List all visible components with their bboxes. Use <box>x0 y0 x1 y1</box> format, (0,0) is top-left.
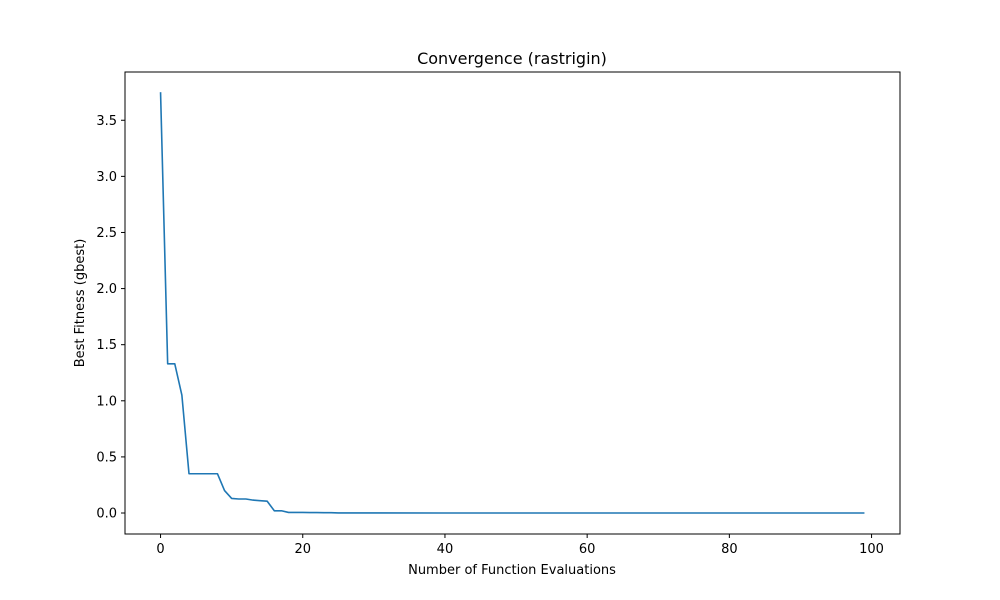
plot-area <box>159 92 865 514</box>
x-tick-label: 0 <box>156 542 164 557</box>
chart-title: Convergence (rastrigin) <box>417 49 607 68</box>
x-tick-label: 60 <box>579 542 596 557</box>
y-axis-label: Best Fitness (gbest) <box>73 239 88 368</box>
axes-frame <box>124 71 901 535</box>
x-axis-label: Number of Function Evaluations <box>408 563 616 578</box>
x-tick-label: 40 <box>437 542 454 557</box>
x-tick-label: 100 <box>859 542 884 557</box>
series-line <box>159 92 865 514</box>
y-tick-label: 3.0 <box>96 170 117 185</box>
y-axis-ticks: 0.0 0.5 1.0 1.5 2.0 2.5 3.0 3.5 <box>96 114 125 522</box>
y-tick-label: 1.5 <box>96 338 117 353</box>
y-tick-label: 1.0 <box>96 394 117 409</box>
y-tick-label: 0.5 <box>96 450 117 465</box>
y-tick-label: 2.5 <box>96 226 117 241</box>
y-tick-label: 3.5 <box>96 114 117 129</box>
y-tick-label: 0.0 <box>96 507 117 522</box>
x-tick-label: 20 <box>294 542 311 557</box>
x-axis-ticks: 0 20 40 60 80 100 <box>156 534 884 557</box>
y-tick-label: 2.0 <box>96 282 117 297</box>
x-tick-label: 80 <box>721 542 738 557</box>
